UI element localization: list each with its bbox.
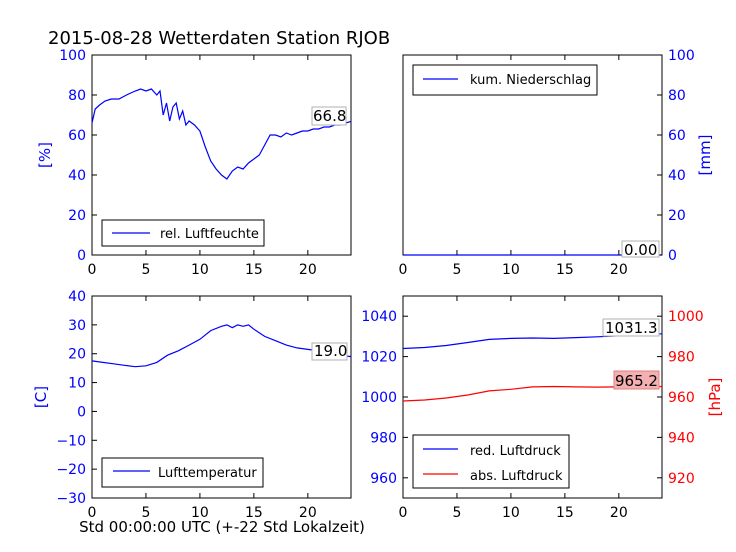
pressure-ytick-label-right: 960: [668, 390, 695, 406]
temperature-legend-label: Lufttemperatur: [158, 466, 257, 481]
humidity-legend: rel. Luftfeuchte: [101, 219, 265, 247]
pressure-ytick-label: 1040: [361, 309, 397, 325]
pressure-legend-abs: abs. Luftdruck: [470, 469, 563, 484]
temperature-xtick-label: 20: [299, 505, 317, 521]
precipitation-ytick-label-right: 100: [668, 48, 695, 64]
humidity-xtick-label: 20: [299, 262, 317, 278]
pressure-ytick-label-right: 940: [668, 430, 695, 446]
temperature-legend: Lufttemperatur: [101, 457, 264, 488]
precipitation-ytick-label-right: 0: [668, 248, 677, 264]
pressure-legend-red: red. Luftdruck: [470, 444, 561, 459]
precipitation-xtick-label: 5: [452, 262, 461, 278]
precipitation-ytick-label-right: 60: [668, 128, 686, 144]
temperature-ytick-label: 40: [68, 289, 86, 305]
pressure-xtick-label: 5: [452, 505, 461, 521]
temperature-series-0: [91, 324, 352, 368]
precipitation-legend-label: kum. Niederschlag: [470, 73, 591, 88]
humidity-series-0: [91, 88, 352, 180]
temperature-ytick-label: −20: [56, 462, 86, 478]
humidity-xtick-label: 0: [88, 262, 97, 278]
humidity-xtick-label: 10: [191, 262, 209, 278]
humidity-ytick-label: 100: [59, 48, 86, 64]
pressure-xtick-label: 20: [610, 505, 628, 521]
temperature-xtick-label: 10: [191, 505, 209, 521]
humidity-last-value: 66.8: [313, 107, 346, 125]
humidity-plot-frame: [91, 54, 352, 256]
humidity-ytick-label: 80: [68, 88, 86, 104]
pressure-xtick-label: 15: [556, 505, 574, 521]
temperature-xtick-label: 5: [141, 505, 150, 521]
precipitation-xtick-label: 0: [399, 262, 408, 278]
figure-xlabel: Std 00:00:00 UTC (+-22 Std Lokalzeit): [79, 518, 365, 536]
pressure-panel: 0 5 10 15 20 960 980 1000 1020 1040 920 940 960 980 10…: [361, 295, 724, 521]
precipitation-ytick-label-right: 20: [668, 208, 686, 224]
temperature-ytick-label: 10: [68, 376, 86, 392]
pressure-ytick-label: 1020: [361, 350, 397, 366]
temperature-xtick-label: 15: [245, 505, 263, 521]
pressure-abs-last-value: 965.2: [615, 372, 658, 390]
precipitation-panel: 0 5 10 15 20 0 20 40 60 80 100 [mm] kum. Niedersch…: [399, 48, 714, 278]
pressure-legend: red. Luftdruck abs. Luftdruck: [412, 434, 570, 489]
pressure-red-last-value: 1031.3: [605, 319, 658, 337]
humidity-ytick-label: 40: [68, 168, 86, 184]
temperature-ylabel: [C]: [32, 386, 50, 408]
temperature-ytick-label: 0: [77, 404, 86, 420]
pressure-ytick-label: 960: [370, 471, 397, 487]
temperature-ytick-label: −10: [56, 433, 86, 449]
humidity-panel: 0 5 10 15 20 0 20 40 60 80 100 [%] rel. Luftfeucht…: [36, 48, 352, 278]
temperature-ytick-label: −30: [56, 491, 86, 507]
precipitation-xtick-label: 10: [502, 262, 520, 278]
humidity-ytick-label: 60: [68, 128, 86, 144]
precipitation-legend: kum. Niederschlag: [412, 64, 598, 96]
pressure-ytick-label: 980: [370, 430, 397, 446]
pressure-xtick-label: 0: [399, 505, 408, 521]
humidity-legend-label: rel. Luftfeuchte: [160, 227, 259, 242]
pressure-ylabel: [hPa]: [706, 378, 724, 417]
pressure-ytick-label: 1000: [361, 390, 397, 406]
precipitation-xtick-label: 15: [556, 262, 574, 278]
pressure-xtick-label: 10: [502, 505, 520, 521]
temperature-ytick-label: 20: [68, 347, 86, 363]
temperature-last-value: 19.0: [314, 342, 347, 360]
temperature-panel: 0 5 10 15 20 −30 −20 −10 0 10 20 30 40 [C] Lufttempe…: [32, 289, 352, 521]
humidity-xtick-label: 15: [245, 262, 263, 278]
temperature-ytick-label: 30: [68, 318, 86, 334]
pressure-ytick-label-right: 980: [668, 350, 695, 366]
precipitation-ytick-label-right: 40: [668, 168, 686, 184]
precipitation-xtick-label: 20: [610, 262, 628, 278]
humidity-ylabel: [%]: [36, 142, 54, 168]
precipitation-last-value: 0.00: [624, 241, 657, 259]
precipitation-ytick-label-right: 80: [668, 88, 686, 104]
figure-title: 2015-08-28 Wetterdaten Station RJOB: [48, 28, 390, 49]
pressure-ytick-label-right: 1000: [668, 309, 704, 325]
humidity-ytick-label: 20: [68, 208, 86, 224]
temperature-xtick-label: 0: [88, 505, 97, 521]
precipitation-ylabel: [mm]: [696, 135, 714, 176]
humidity-xtick-label: 5: [141, 262, 150, 278]
pressure-ytick-label-right: 920: [668, 471, 695, 487]
humidity-ytick-label: 0: [77, 248, 86, 264]
temperature-plot-frame: [91, 295, 352, 499]
